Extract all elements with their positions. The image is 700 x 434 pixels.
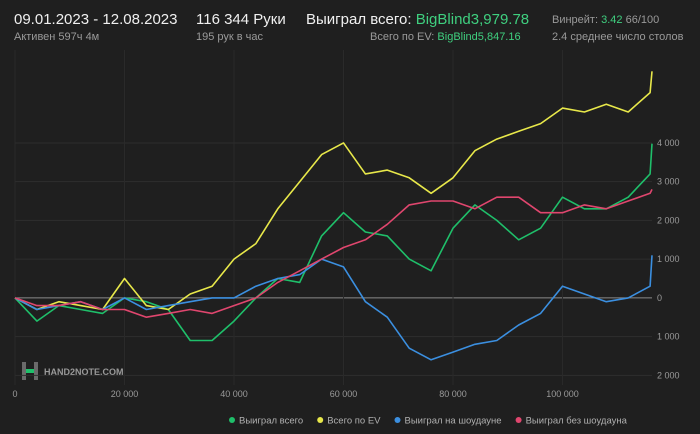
x-tick-label: 20 000 (111, 389, 139, 399)
legend-marker (515, 417, 522, 423)
logo (22, 362, 38, 380)
won-total: Выиграл всего: BigBlind3,979.78 (306, 11, 529, 28)
ev-total: Всего по EV: BigBlind5,847.16 (370, 31, 521, 43)
hands-per-hour: 195 рук в час (196, 31, 264, 43)
winrate-unit: 66/100 (625, 14, 660, 26)
y-tick-label: 2 000 (657, 370, 680, 380)
won-label: Выиграл всего: (306, 11, 412, 28)
active-time: Активен 597ч 4м (14, 31, 100, 43)
x-tick-label: 0 (12, 389, 17, 399)
series-line (14, 255, 653, 361)
legend-marker (229, 417, 235, 423)
won-value: BigBlind3,979.78 (415, 11, 530, 28)
y-tick-label: 4 000 (657, 138, 680, 148)
y-tick-label: 0 (657, 293, 662, 303)
legend: Выиграл всего Всего по EV Выиграл на шоуда… (229, 416, 628, 427)
x-tick-label: 40 000 (220, 389, 248, 399)
legend-label: Выиграл без шоудауна (526, 416, 628, 427)
period: 09.01.2023 - 12.08.2023 (14, 11, 178, 28)
legend-label: Выиграл на шоудауне (405, 416, 502, 427)
winrate-label: Винрейт: (552, 14, 599, 26)
tables: 2.4 среднее число столов (552, 31, 684, 43)
x-tick-label: 60 000 (330, 389, 358, 399)
y-tick-label: 1 000 (657, 254, 680, 264)
x-tick-label: 100 000 (546, 389, 579, 399)
ev-label: Всего по EV: (370, 31, 435, 43)
legend-marker (317, 417, 324, 423)
winrate: Винрейт: 3.42 66/100 (552, 14, 659, 26)
legend-label: Выиграл всего (239, 416, 303, 427)
watermark: HAND2NOTE.COM (44, 367, 124, 377)
y-tick-label: 2 000 (657, 215, 680, 225)
y-tick-label: 3 000 (657, 177, 680, 187)
x-tick-label: 80 000 (439, 389, 467, 399)
series-line (14, 143, 653, 342)
series-line (14, 71, 653, 311)
ev-value: BigBlind5,847.16 (437, 31, 521, 43)
legend-label: Всего по EV (327, 416, 381, 427)
hands: 116 344 Руки (196, 11, 286, 28)
y-tick-label: 1 000 (657, 332, 680, 342)
series-line (14, 189, 653, 318)
legend-marker (394, 417, 401, 423)
winrate-value: 3.42 (601, 14, 623, 26)
